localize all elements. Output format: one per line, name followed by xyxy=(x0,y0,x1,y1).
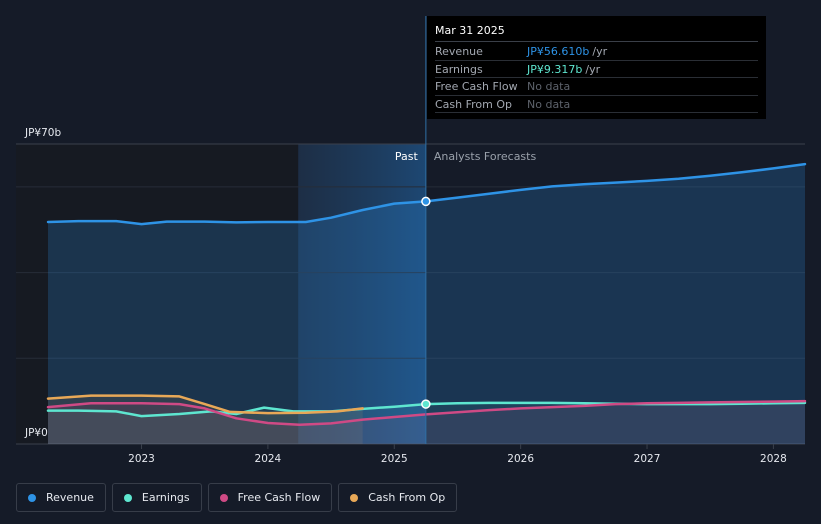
highlight-markers xyxy=(421,196,431,409)
tooltip-row-value: JP¥56.610b xyxy=(527,45,590,58)
x-tick-label: 2025 xyxy=(381,453,408,465)
x-tick-label: 2026 xyxy=(507,453,534,465)
legend-item-cash-from-op[interactable]: Cash From Op xyxy=(338,483,458,512)
revenue-highlight-point xyxy=(421,196,431,207)
tooltip-row-label: Free Cash Flow xyxy=(435,80,518,93)
gridlines xyxy=(16,143,805,445)
x-tick-label: 2027 xyxy=(634,453,661,465)
legend-label: Free Cash Flow xyxy=(237,491,321,504)
tooltip-row-cash-from-op: Cash From Op No data xyxy=(435,96,758,113)
legend-dot-icon xyxy=(123,493,132,502)
x-axis-ticks: 2023 2024 2025 2026 2027 2028 xyxy=(128,444,787,465)
tooltip-row-unit: /yr xyxy=(585,62,601,76)
legend-item-revenue[interactable]: Revenue xyxy=(16,483,106,512)
free-cash-flow-line xyxy=(46,399,807,426)
y-axis-top-label: JP¥70b xyxy=(24,127,61,139)
earnings-highlight-point xyxy=(421,399,431,409)
x-tick-label: 2024 xyxy=(255,453,282,465)
x-tick-label: 2023 xyxy=(128,453,155,465)
earnings-area xyxy=(48,402,805,444)
forecast-label: Analysts Forecasts xyxy=(434,150,537,163)
tooltip-row-value: No data xyxy=(527,80,571,93)
tooltip-row-label: Earnings xyxy=(435,62,483,76)
tooltip-row-revenue: Revenue JP¥56.610b /yr xyxy=(435,43,758,61)
y-axis-bottom-label: JP¥0 xyxy=(24,427,48,439)
past-highlight-region xyxy=(298,144,426,444)
legend-item-free-cash-flow[interactable]: Free Cash Flow xyxy=(207,483,333,512)
legend-label: Revenue xyxy=(46,491,94,504)
legend-dot-icon xyxy=(28,493,36,502)
legend-dot-icon xyxy=(350,493,359,502)
cash-from-op-line xyxy=(46,394,364,415)
revenue-area xyxy=(48,164,805,444)
past-label: Past xyxy=(395,150,419,163)
cash-from-op-area xyxy=(48,395,363,444)
tooltip-row-free-cash-flow: Free Cash Flow No data xyxy=(435,78,758,96)
legend: Revenue Earnings Free Cash Flow Cash Fro… xyxy=(16,483,458,512)
tooltip: Mar 31 2025 Revenue JP¥56.610b /yr Earni… xyxy=(427,16,766,119)
legend-label: Cash From Op xyxy=(368,491,446,504)
tooltip-row-label: Revenue xyxy=(435,45,483,58)
series-areas xyxy=(48,164,805,444)
tooltip-row-unit: /yr xyxy=(592,45,608,58)
free-cash-flow-area xyxy=(48,401,805,444)
tooltip-date: Mar 31 2025 xyxy=(435,24,758,42)
legend-item-earnings[interactable]: Earnings xyxy=(111,483,202,512)
legend-dot-icon xyxy=(219,493,228,502)
tooltip-row-value: JP¥9.317b xyxy=(527,62,583,76)
past-region-dark xyxy=(16,144,299,444)
tooltip-row-earnings: Earnings JP¥9.317b /yr xyxy=(435,61,758,78)
tooltip-row-label: Cash From Op xyxy=(435,97,513,111)
legend-label: Earnings xyxy=(141,491,190,504)
tooltip-row-value: No data xyxy=(527,97,571,111)
x-tick-label: 2028 xyxy=(760,453,787,465)
